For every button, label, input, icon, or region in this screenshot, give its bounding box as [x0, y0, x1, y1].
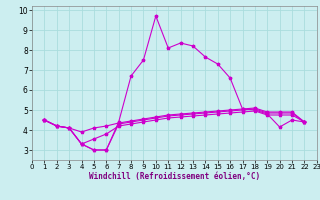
X-axis label: Windchill (Refroidissement éolien,°C): Windchill (Refroidissement éolien,°C) — [89, 172, 260, 181]
